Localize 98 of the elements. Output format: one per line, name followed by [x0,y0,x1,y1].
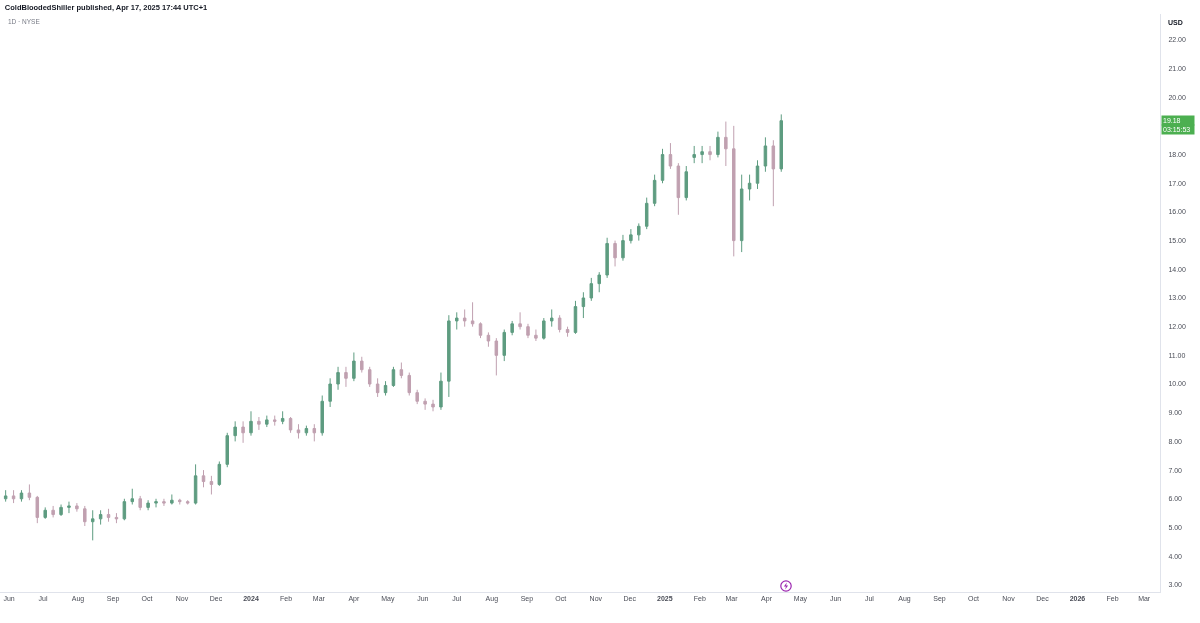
candlestick [605,237,609,279]
candlestick [154,498,158,508]
candlestick [747,174,752,201]
candlestick [114,512,119,524]
candlestick [732,125,736,257]
candlestick [470,301,475,328]
candlestick [3,489,8,503]
candlestick [138,495,142,511]
candlestick [660,148,665,184]
candlestick [241,420,245,444]
candlestick [336,366,340,391]
candlestick [280,410,285,425]
candlestick [708,145,712,161]
candlestick [27,483,32,501]
candlestick [478,321,483,339]
candlestick [644,197,649,230]
candlestick [296,423,301,440]
candlestick [265,415,269,428]
candlestick [502,329,506,362]
candlestick [629,228,633,244]
candlestick [613,240,617,267]
candlestick [526,323,530,339]
candlestick [352,351,356,382]
candlestick [35,495,40,524]
candlestick [534,329,538,342]
candlestick [431,399,435,412]
candlestick [375,377,380,398]
candlestick [304,425,309,437]
candlestick [724,121,728,167]
candlestick [510,320,514,336]
candlestick [455,311,459,331]
candlestick [233,420,237,442]
candlestick [486,331,491,348]
candlestick [51,505,55,518]
candlestick [257,416,261,431]
candlestick [217,460,222,487]
candlestick [360,356,364,374]
candlestick [146,499,150,511]
candlestick [90,509,95,541]
candlestick [193,463,198,506]
candlestick [755,159,760,190]
candlestick [565,326,570,338]
candlestick [225,432,229,468]
candlestick [700,145,704,164]
candlestick [272,415,277,427]
candlestick [739,174,744,253]
candlestick [597,271,601,293]
candlestick [423,397,427,411]
candlestick [779,113,783,173]
candlestick [106,508,111,523]
candlestick [209,475,214,495]
candlestick [557,314,562,333]
candlestick [573,300,578,335]
candlestick [130,488,135,506]
candlestick [178,498,182,506]
candlestick [249,410,253,437]
candlestick [549,308,554,328]
candlestick [320,395,324,437]
candlestick [518,311,522,331]
candlestick [439,372,443,411]
candlestick [542,317,546,341]
candlestick [589,277,594,302]
candlestick [462,308,467,328]
candlestick [344,366,348,388]
candlestick [83,505,87,527]
candlestick [11,489,16,504]
candlestick [185,499,190,506]
candlestick [415,389,419,405]
candlestick [684,165,689,201]
candlestick [19,489,24,503]
candlestick [288,416,293,434]
candlestick [367,366,372,388]
candlestick [447,314,451,398]
candlestick [75,502,79,513]
candlestick [676,162,681,216]
candlestick [621,234,625,262]
candlestick [201,469,206,488]
candlestick [162,498,166,507]
candlestick [407,372,412,397]
candlestick [67,501,71,514]
candlestick [59,504,63,517]
candlestick [668,142,673,170]
candlestick [652,174,657,207]
candlestick [98,509,103,526]
candlestick [43,506,47,520]
candlestick [383,380,388,397]
candlestick [637,222,641,242]
candlestick [494,337,499,376]
candlestick [399,362,404,379]
candlestick [328,377,332,408]
candlestick [716,131,720,158]
candlestick [581,291,586,319]
candlestick [122,498,127,521]
candlestick [170,493,174,504]
candlestick [771,139,776,207]
candlestick [692,145,696,164]
candlestick [312,423,317,442]
candlestick [763,136,768,173]
